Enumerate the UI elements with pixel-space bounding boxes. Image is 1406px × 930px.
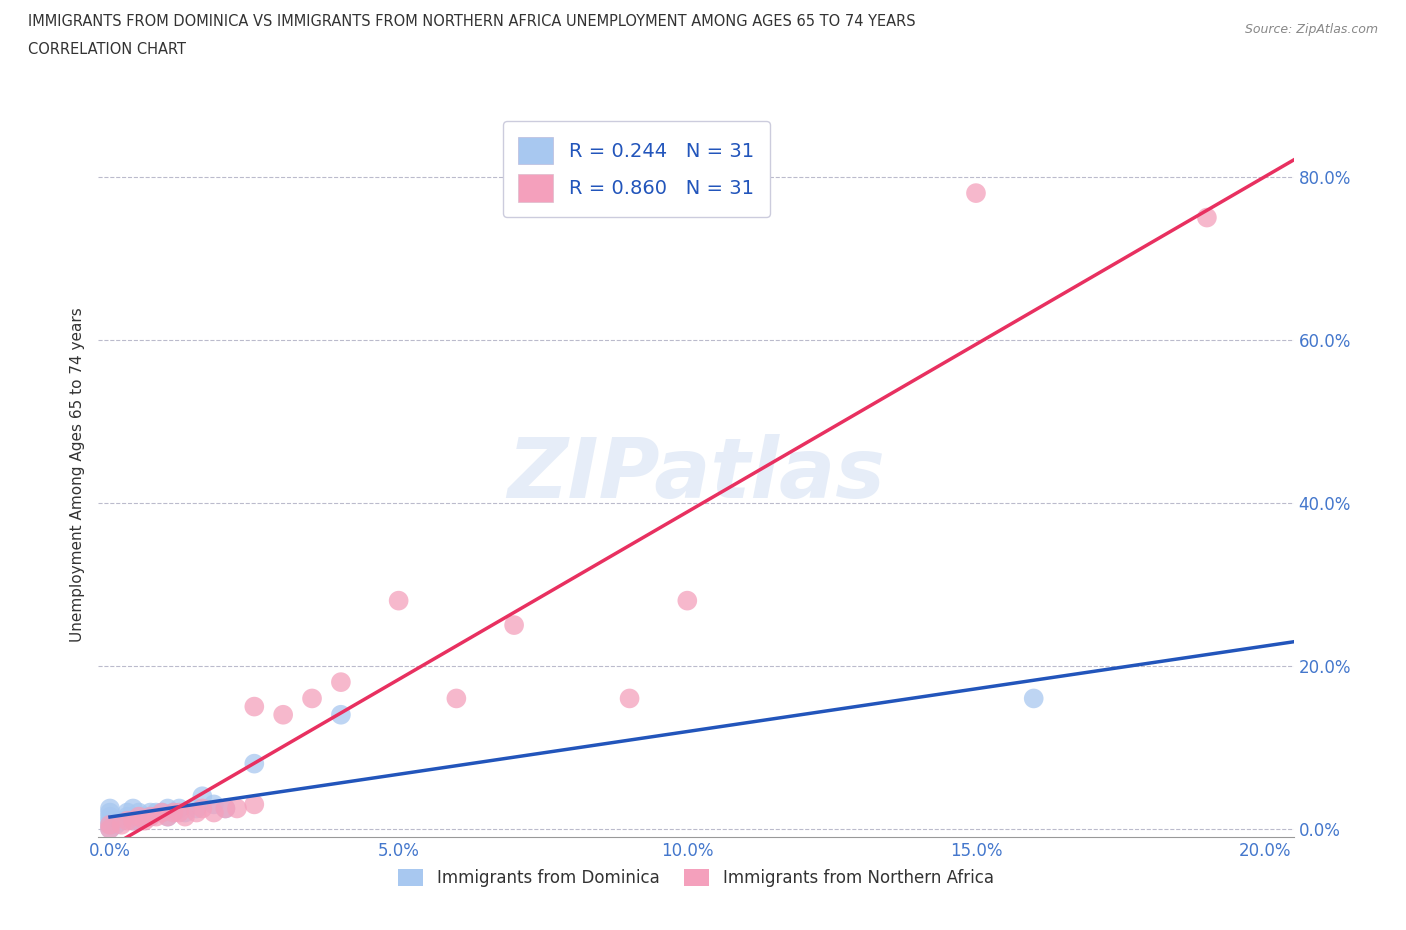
Point [139, 805, 162, 820]
Point [174, 805, 197, 820]
Point [174, 809, 197, 824]
Point [122, 813, 145, 828]
Point [619, 691, 641, 706]
Point [150, 805, 173, 820]
Point [156, 801, 179, 816]
Point [98, 821, 121, 836]
Point [243, 756, 266, 771]
Point [186, 805, 208, 820]
Point [301, 691, 323, 706]
Point [145, 809, 167, 824]
Point [214, 801, 236, 816]
Point [98, 801, 121, 816]
Point [98, 817, 121, 832]
Point [162, 805, 184, 820]
Point [117, 805, 139, 820]
Point [128, 813, 150, 828]
Point [122, 813, 145, 828]
Point [965, 186, 987, 201]
Point [191, 801, 214, 816]
Point [98, 821, 121, 836]
Point [167, 805, 190, 820]
Point [167, 801, 190, 816]
Text: IMMIGRANTS FROM DOMINICA VS IMMIGRANTS FROM NORTHERN AFRICA UNEMPLOYMENT AMONG A: IMMIGRANTS FROM DOMINICA VS IMMIGRANTS F… [28, 14, 915, 29]
Y-axis label: Unemployment Among Ages 65 to 74 years: Unemployment Among Ages 65 to 74 years [69, 307, 84, 642]
Point [503, 618, 526, 632]
Point [186, 801, 208, 816]
Point [162, 805, 184, 820]
Point [214, 801, 236, 816]
Point [128, 805, 150, 820]
Point [139, 809, 162, 824]
Point [271, 708, 294, 723]
Point [145, 805, 167, 820]
Point [134, 809, 156, 824]
Point [202, 797, 225, 812]
Point [676, 593, 699, 608]
Point [104, 817, 127, 832]
Point [128, 809, 150, 824]
Point [243, 699, 266, 714]
Text: Source: ZipAtlas.com: Source: ZipAtlas.com [1244, 23, 1378, 36]
Point [117, 813, 139, 828]
Point [98, 813, 121, 828]
Point [122, 801, 145, 816]
Point [110, 813, 132, 828]
Text: CORRELATION CHART: CORRELATION CHART [28, 42, 186, 57]
Point [1022, 691, 1045, 706]
Point [156, 809, 179, 824]
Point [156, 809, 179, 824]
Point [329, 674, 352, 689]
Point [98, 817, 121, 832]
Point [134, 813, 156, 828]
Point [1195, 210, 1218, 225]
Point [202, 805, 225, 820]
Point [110, 817, 132, 832]
Text: ZIPatlas: ZIPatlas [508, 433, 884, 515]
Point [243, 797, 266, 812]
Point [226, 801, 249, 816]
Legend: Immigrants from Dominica, Immigrants from Northern Africa: Immigrants from Dominica, Immigrants fro… [392, 862, 1000, 894]
Point [329, 708, 352, 723]
Point [446, 691, 468, 706]
Point [98, 805, 121, 820]
Point [139, 809, 162, 824]
Point [191, 789, 214, 804]
Point [117, 809, 139, 824]
Point [98, 809, 121, 824]
Point [388, 593, 411, 608]
Point [150, 805, 173, 820]
